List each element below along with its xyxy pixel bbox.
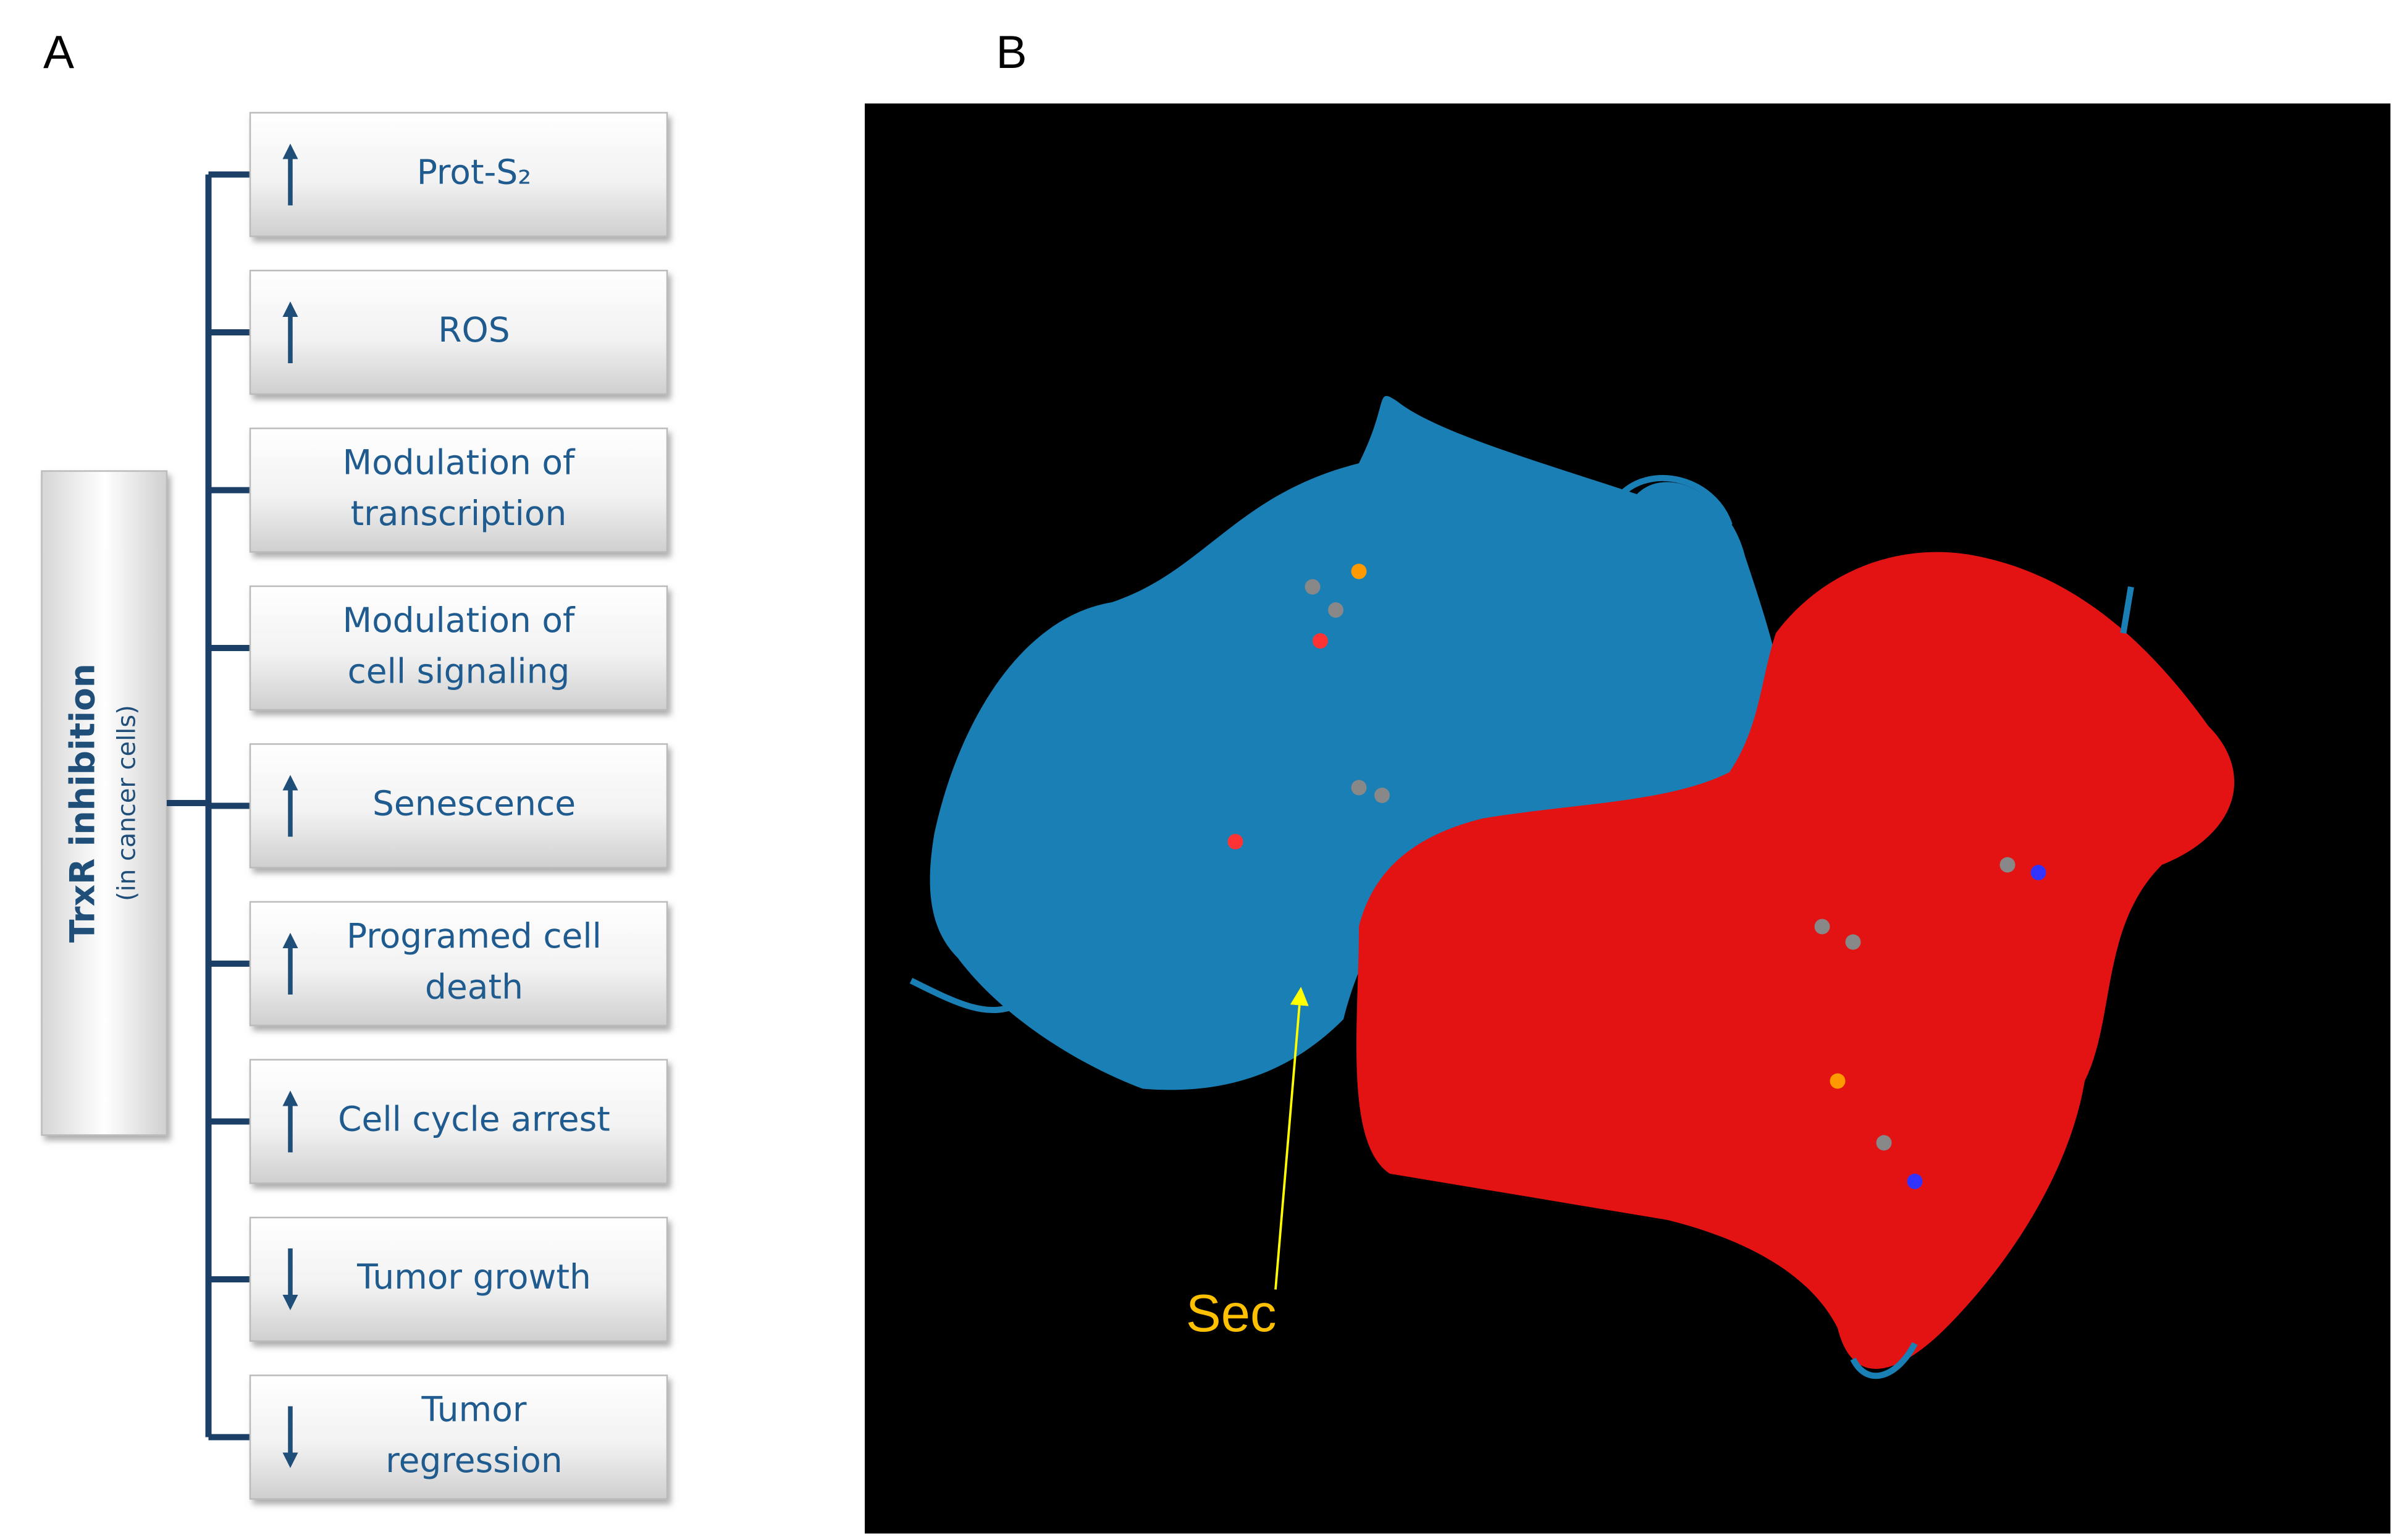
protein-structure — [909, 395, 2235, 1379]
root-subtitle: (in cancer cells) — [113, 705, 141, 901]
node-box — [249, 1374, 668, 1500]
node-label: Prot-S₂ — [417, 153, 532, 192]
node-label: Cell cycle arrest — [338, 1100, 610, 1139]
panel-label: A — [43, 26, 74, 78]
node-label: Tumor — [421, 1389, 527, 1429]
node-box — [249, 427, 668, 553]
node-label: Modulation of — [343, 442, 576, 482]
node-label: ROS — [438, 310, 510, 350]
node-label: regression — [385, 1441, 562, 1480]
node-box — [249, 269, 668, 395]
arrow-head — [282, 933, 298, 948]
node-label: Tumor growth — [356, 1257, 591, 1297]
node-box — [249, 1216, 668, 1342]
node-box — [249, 1059, 668, 1184]
panel-label: B — [996, 26, 1027, 78]
loops — [909, 475, 2134, 1379]
root-box — [41, 470, 168, 1136]
node-label: Senescence — [372, 784, 576, 823]
ligands — [1227, 563, 2046, 1189]
node-box — [249, 743, 668, 869]
arrow-head — [282, 1090, 298, 1106]
node-box — [249, 112, 668, 237]
sec-label: Sec — [1186, 1284, 1276, 1343]
arrow-head — [282, 775, 298, 791]
red-chain — [1356, 552, 2235, 1369]
arrow-head — [282, 301, 298, 317]
node-box — [249, 585, 668, 711]
root-title: TrxR inhibition — [63, 663, 103, 943]
node-label: transcription — [351, 494, 567, 533]
node-label: Modulation of — [343, 600, 576, 640]
arrow-head — [282, 143, 298, 159]
node-label: cell signaling — [348, 651, 570, 691]
arrow-head — [282, 1452, 298, 1468]
flow-diagram: TrxR inhibition (in cancer cells) Prot-S… — [41, 112, 668, 1500]
arrow-head — [282, 1295, 298, 1310]
node-label: Programed cell — [347, 916, 602, 956]
sec-arrow — [1274, 987, 1309, 1290]
blue-chain — [930, 395, 1789, 1090]
node-label: death — [425, 967, 523, 1006]
node-box — [249, 901, 668, 1027]
